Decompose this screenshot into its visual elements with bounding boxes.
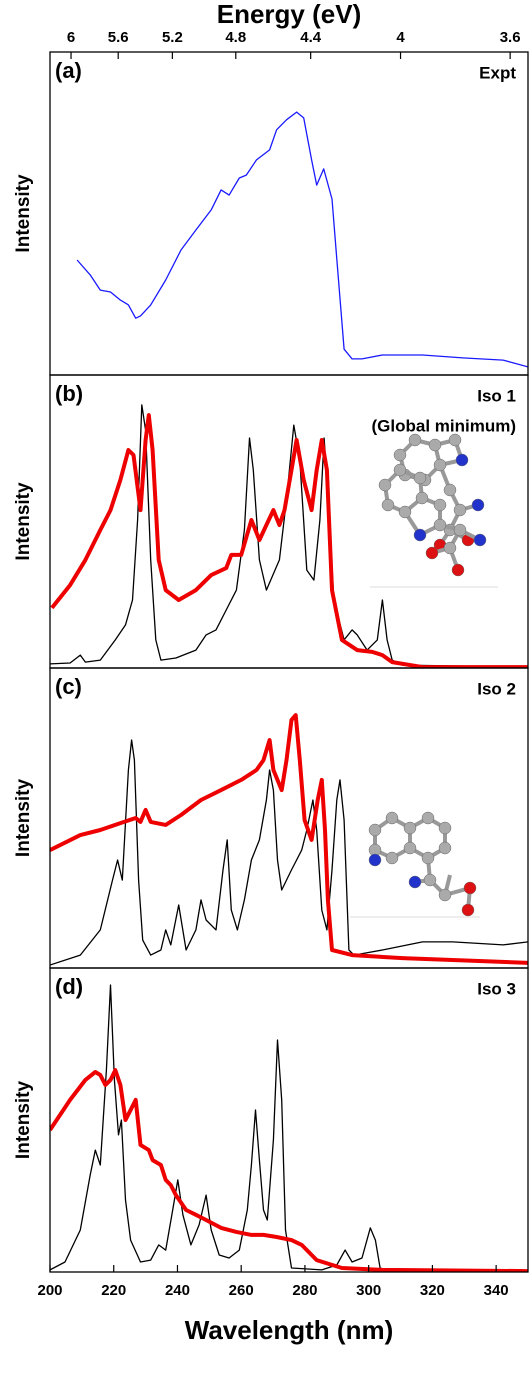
top-tick-label: 4.4: [300, 29, 322, 46]
x-tick-label: 340: [484, 1282, 509, 1299]
top-tick-label: 6: [67, 29, 75, 46]
top-tick-label: 3.6: [500, 29, 521, 46]
x-tick-label: 300: [356, 1282, 381, 1299]
spectrum-line: [50, 1070, 528, 1271]
y-axis-label: Intensity: [13, 1081, 34, 1160]
molecule-d: [350, 812, 480, 917]
panel-label: (b): [55, 381, 83, 406]
panel-annotation: Iso 3: [477, 979, 516, 998]
panel-label: (a): [55, 58, 82, 83]
panel-label: (c): [55, 674, 82, 699]
spectrum-line: [52, 415, 528, 667]
panel-annotation: Iso 1: [477, 386, 516, 405]
panel-annotation: (Global minimum): [372, 416, 517, 435]
top-tick-label: 4: [396, 29, 405, 46]
panel-annotation: Expt: [479, 63, 516, 82]
y-axis-label: Intensity: [13, 482, 34, 561]
figure: (a) Expt Intensity 6 5.6 5.2 4.8 4.4 4 3.6 Energy …: [0, 0, 530, 1374]
top-tick-label: 5.2: [162, 29, 183, 46]
panel-frame: [50, 52, 528, 375]
spectrum-line: [77, 112, 528, 367]
y-axis-label: Intensity: [13, 174, 34, 253]
panel-annotation: Iso 2: [477, 679, 516, 698]
top-tick-label: 5.6: [108, 29, 129, 46]
spectrum-line: [50, 740, 528, 965]
top-axis-title: Energy (eV): [217, 0, 362, 29]
panel-label: (d): [55, 974, 83, 999]
x-tick-label: 200: [37, 1282, 62, 1299]
x-axis-title: Wavelength (nm): [185, 1315, 393, 1345]
plots: (a) Expt Intensity 6 5.6 5.2 4.8 4.4 4 3.6 Energy …: [13, 0, 528, 1345]
spectrum-line: [50, 715, 528, 963]
x-tick-label: 320: [420, 1282, 445, 1299]
x-tick-label: 260: [229, 1282, 254, 1299]
panel-frame: [50, 668, 528, 968]
molecule-c: [370, 464, 498, 587]
x-tick-label: 280: [292, 1282, 317, 1299]
top-tick-label: 4.8: [225, 29, 246, 46]
x-tick-label: 220: [101, 1282, 126, 1299]
x-tick-label: 240: [165, 1282, 190, 1299]
y-axis-label: Intensity: [13, 779, 34, 858]
